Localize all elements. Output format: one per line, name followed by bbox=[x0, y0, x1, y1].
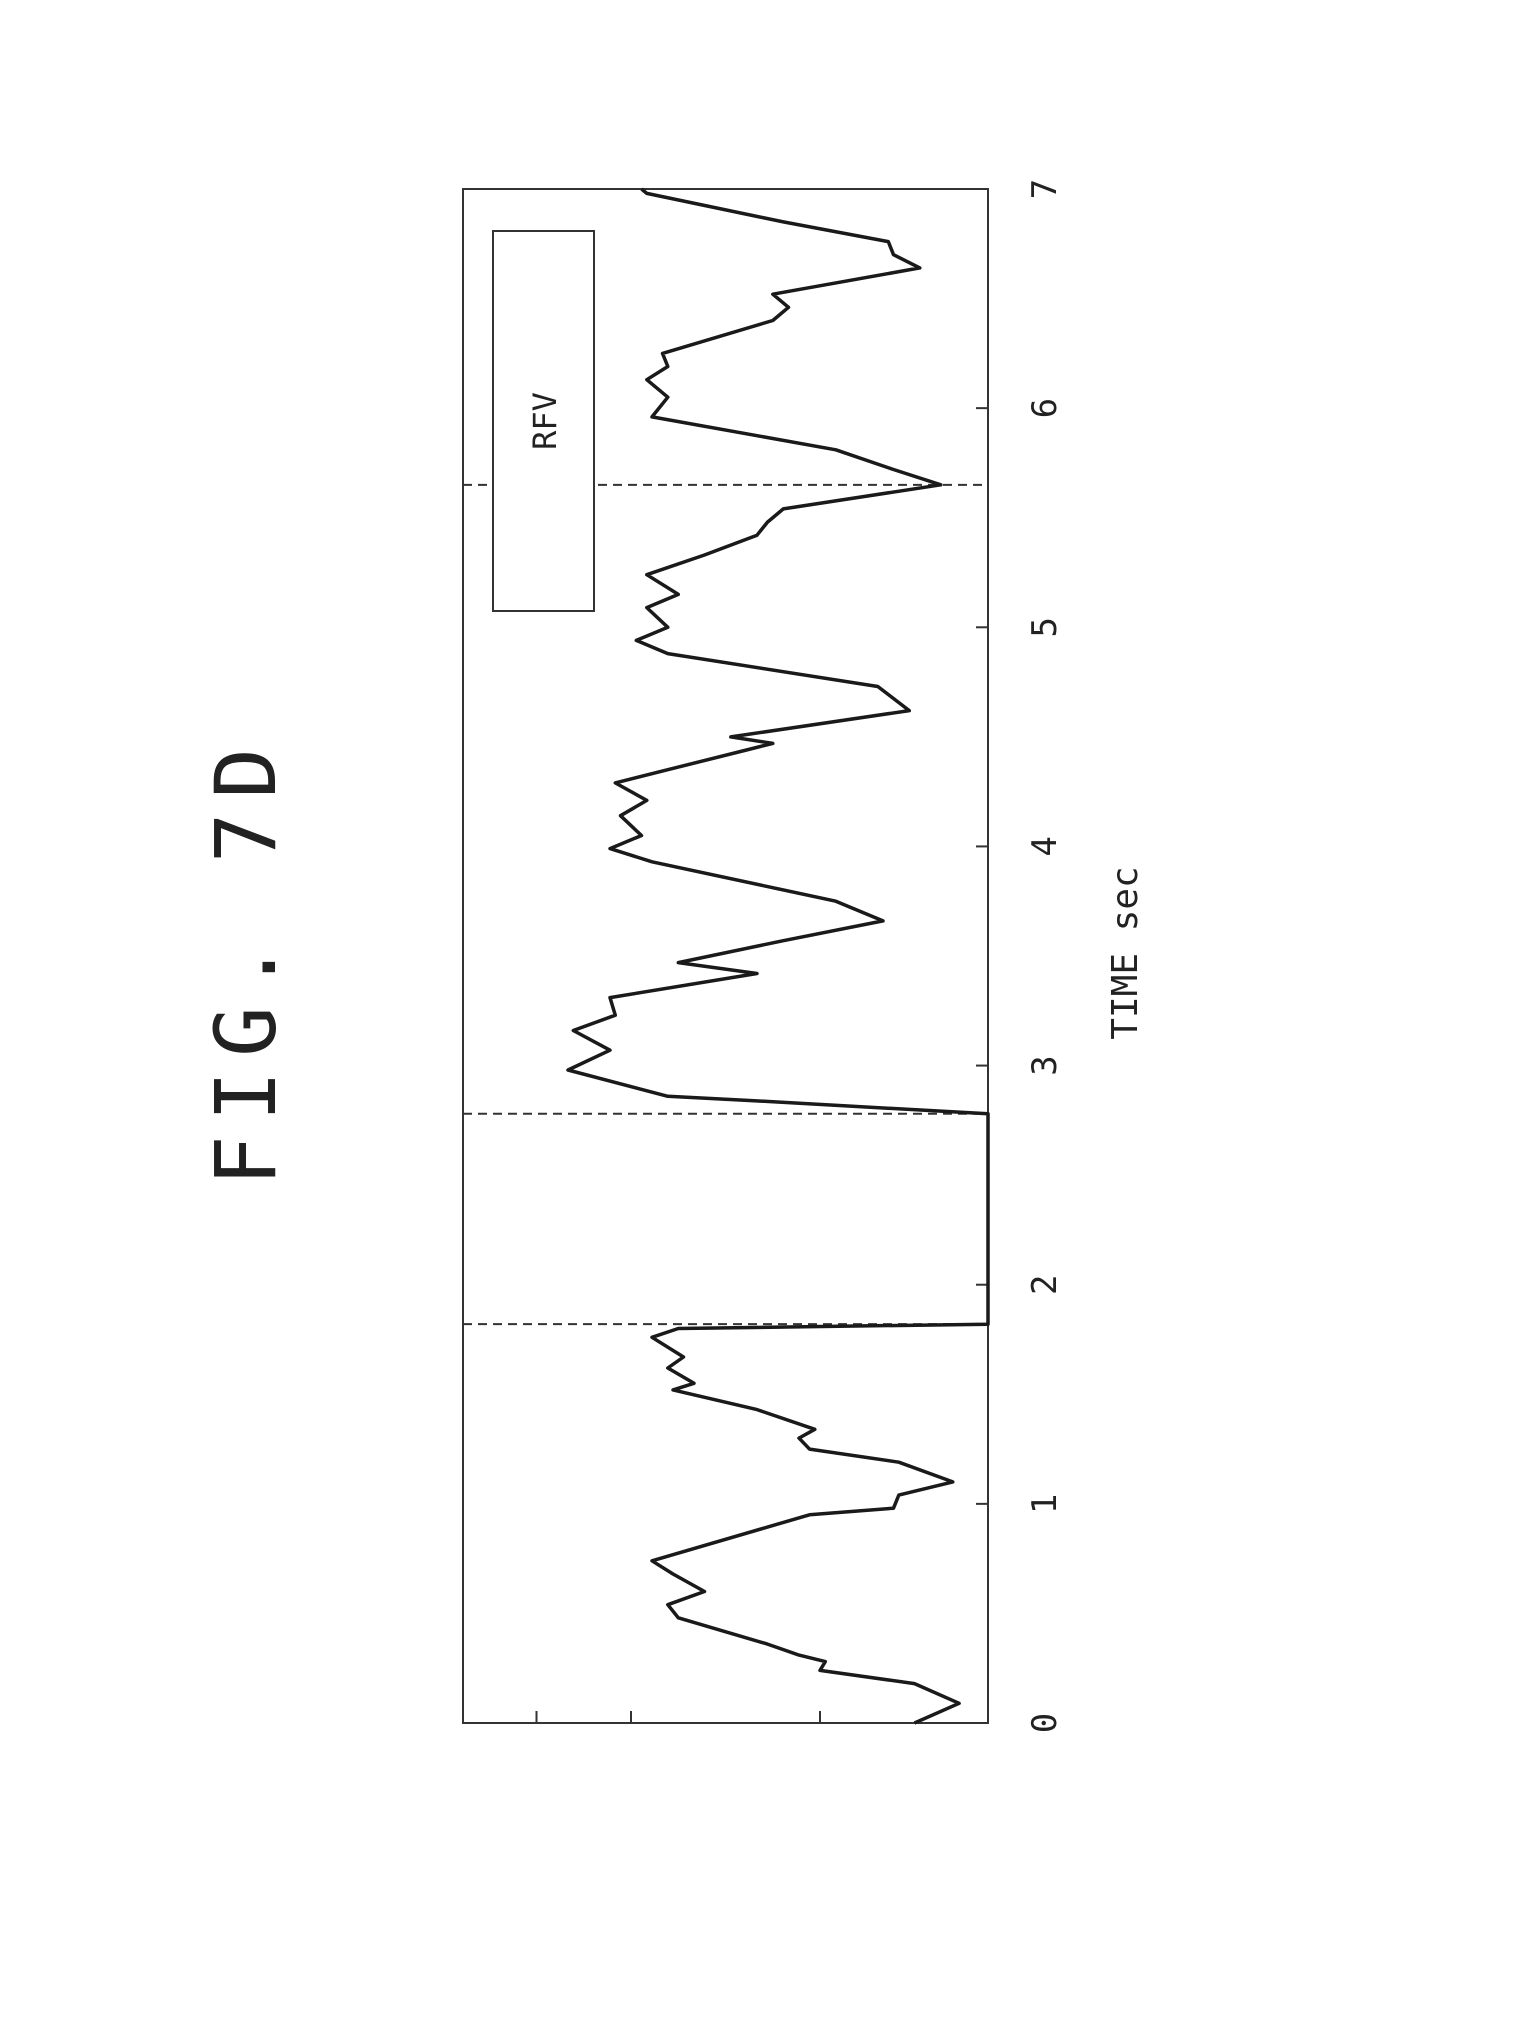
x-axis-label: TIME sec bbox=[1105, 866, 1146, 1039]
x-tick-label: 2 bbox=[1025, 1274, 1065, 1294]
x-tick-label: 6 bbox=[1025, 398, 1065, 418]
figure-label: FIG. 7D bbox=[197, 734, 295, 1186]
x-tick-label: 5 bbox=[1025, 617, 1065, 637]
x-tick-label: 3 bbox=[1025, 1055, 1065, 1075]
legend-entry: RFV bbox=[526, 392, 564, 450]
x-tick-label: 7 bbox=[1025, 179, 1065, 199]
series-line-rfv bbox=[568, 189, 988, 1723]
x-tick-label: 1 bbox=[1025, 1494, 1065, 1514]
x-tick-label: 4 bbox=[1025, 836, 1065, 856]
x-tick-label: 0 bbox=[1025, 1713, 1065, 1733]
